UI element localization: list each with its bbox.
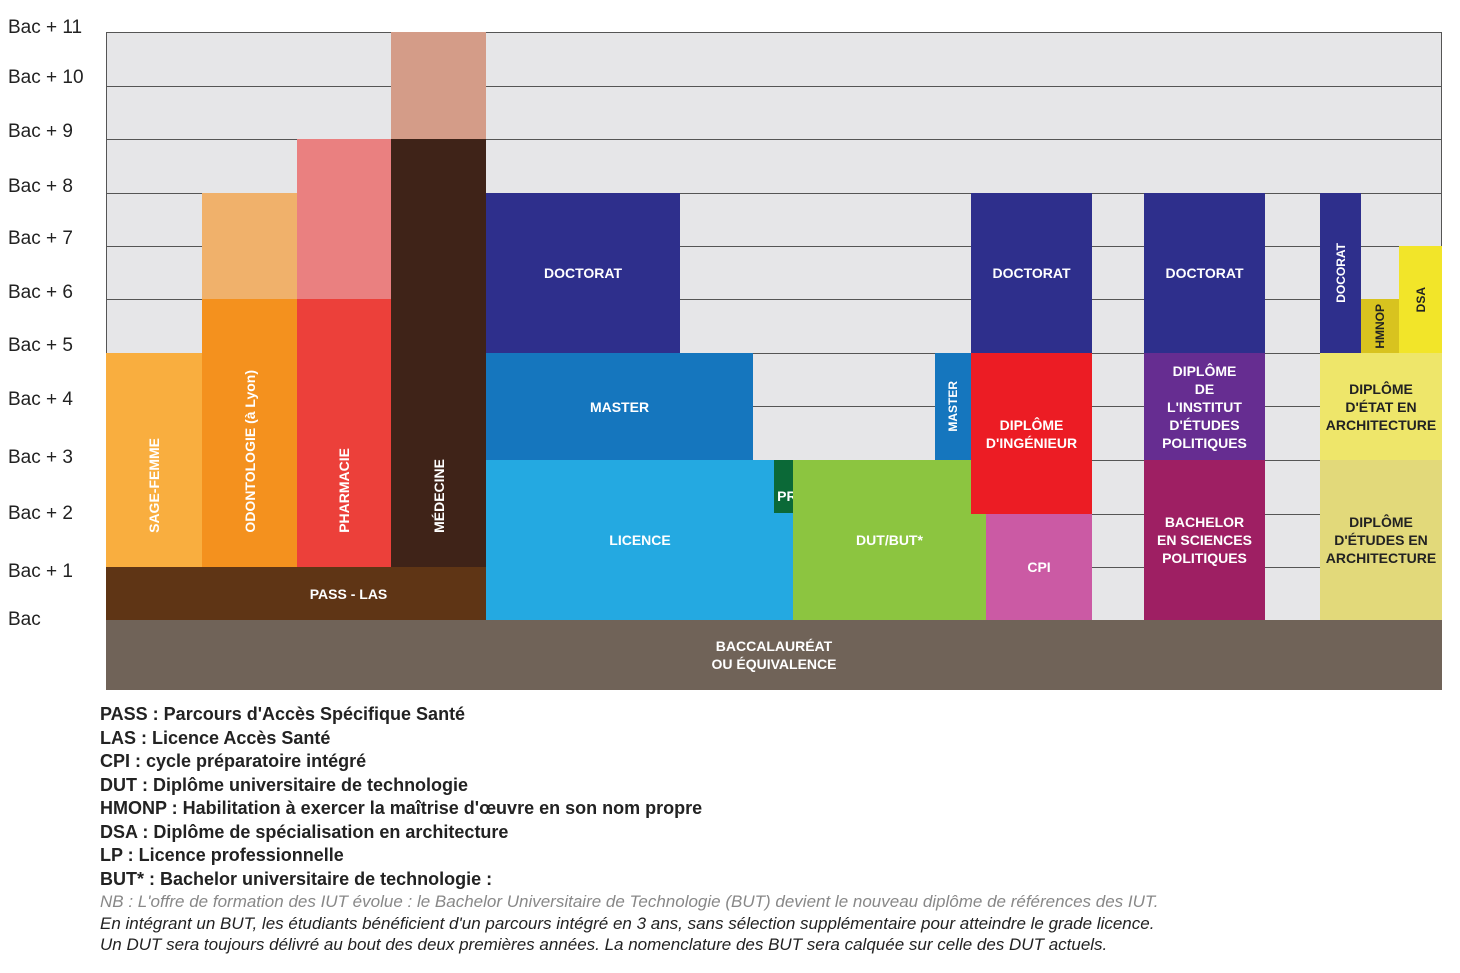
note-line: NB : L'offre de formation des IUT évolue… <box>100 892 1159 911</box>
block-label: ODONTOLOGIE (à Lyon) <box>241 370 258 533</box>
gridline-bac-6 <box>106 299 1442 300</box>
block-sage-femme: SAGE-FEMME <box>106 353 202 567</box>
block-label: DOCORAT <box>1333 243 1348 303</box>
block-pharmacie-a <box>297 139 391 299</box>
block-label: LICENCE <box>609 532 671 548</box>
level-label-11: Bac + 11 <box>8 17 83 38</box>
block-odontologie-a <box>202 193 297 299</box>
block-label: PHARMACIE <box>336 448 352 533</box>
block-label: HMNOP <box>1373 303 1387 349</box>
block-label: DUT/BUT* <box>856 532 923 548</box>
block-dea: DIPLÔME D'ÉTAT EN ARCHITECTURE <box>1320 353 1442 460</box>
block-medecine-a <box>391 32 486 139</box>
note-line: Un DUT sera toujours délivré au bout des… <box>100 935 1108 954</box>
gridline-bac-10 <box>106 86 1442 87</box>
block-master: MASTER <box>486 353 753 460</box>
block-diplome-ingenieur: DIPLÔME D'INGÉNIEUR <box>971 353 1092 514</box>
block-label: SAGE-FEMME <box>146 438 162 533</box>
block-doctorat-univ: DOCTORAT <box>486 193 680 353</box>
block-label: DIPLÔME D'INGÉNIEUR <box>985 416 1078 451</box>
legend-item-hmonp: HMONP : Habilitation à exercer la maîtri… <box>100 798 703 818</box>
level-label-5: Bac + 5 <box>8 335 73 356</box>
block-label: BACCALAURÉAT OU ÉQUIVALENCE <box>711 638 837 672</box>
gridline-bac-7 <box>106 246 1442 247</box>
block-label: MASTER <box>946 381 960 432</box>
gridline-bac-8 <box>106 193 1442 194</box>
block-label: DIPLÔME DE L'INSTITUT D'ÉTUDES POLITIQUE… <box>1162 362 1247 451</box>
block-label: PASS - LAS <box>309 585 388 602</box>
block-deea: DIPLÔME D'ÉTUDES EN ARCHITECTURE <box>1320 460 1442 620</box>
level-label-2: Bac + 2 <box>8 503 73 524</box>
legend-item-dut: DUT : Diplôme universitaire de technolog… <box>100 774 469 795</box>
block-master-vertical: MASTER <box>935 353 971 460</box>
legend-item-pass: PASS : Parcours d'Accès Spécifique Santé <box>100 704 466 724</box>
block-label: DIPLÔME D'ÉTUDES EN ARCHITECTURE <box>1325 514 1437 566</box>
block-dut-but: DUT/BUT* <box>793 460 986 620</box>
level-label-9: Bac + 9 <box>8 121 73 142</box>
level-label-4: Bac + 4 <box>8 389 73 410</box>
block-hmnop: HMNOP <box>1361 299 1399 353</box>
block-docorat-archi: DOCORAT <box>1320 193 1361 353</box>
legend-list: PASS : Parcours d'Accès Spécifique Santé… <box>100 703 1450 891</box>
block-baccalaureat: BACCALAURÉAT OU ÉQUIVALENCE <box>106 620 1442 690</box>
note-line: En intégrant un BUT, les étudiants bénéf… <box>100 913 1155 933</box>
block-label: MÉDECINE <box>430 459 447 533</box>
block-medecine: MÉDECINE <box>391 139 486 567</box>
level-label-8: Bac + 8 <box>8 176 73 197</box>
block-label: DSA <box>1413 286 1428 313</box>
gridline-bac-9 <box>106 139 1442 140</box>
block-label: BACHELOR EN SCIENCES POLITIQUES <box>1157 514 1252 566</box>
block-label: DOCTORAT <box>1165 265 1244 281</box>
block-dsa: DSA <box>1399 246 1442 353</box>
block-licence: LICENCE <box>486 460 794 620</box>
legend-item-dsa: DSA : Diplôme de spécialisation en archi… <box>100 821 509 842</box>
block-cpi: CPI <box>986 514 1092 620</box>
legend-item-but: BUT* : Bachelor universitaire de technol… <box>100 868 493 889</box>
block-label: DIPLÔME D'ÉTAT EN ARCHITECTURE <box>1325 380 1437 433</box>
gridline-bac-4 <box>106 406 1442 407</box>
legend-item-cpi: CPI : cycle préparatoire intégré <box>100 751 367 771</box>
block-odontologie: ODONTOLOGIE (à Lyon) <box>202 299 297 567</box>
block-label: MASTER <box>589 398 650 415</box>
block-label: DOCTORAT <box>543 265 623 281</box>
level-label-1: Bac + 1 <box>8 561 73 582</box>
block-label: DOCTORAT <box>992 265 1071 281</box>
legend: PASS : Parcours d'Accès Spécifique Santé… <box>100 703 1450 956</box>
block-pharmacie: PHARMACIE <box>297 299 391 567</box>
block-doctorat-ing: DOCTORAT <box>971 193 1092 353</box>
level-label-7: Bac + 7 <box>8 228 73 249</box>
block-bachelor-sp: BACHELOR EN SCIENCES POLITIQUES <box>1144 460 1265 620</box>
block-label: CPI <box>1027 559 1051 575</box>
legend-item-lp: LP : Licence professionnelle <box>100 845 344 865</box>
gridline-bac-5 <box>106 353 1442 354</box>
block-doctorat-iep: DOCTORAT <box>1144 193 1265 353</box>
level-label-6: Bac + 6 <box>8 282 73 303</box>
level-label-3: Bac + 3 <box>8 447 73 468</box>
level-label-0: Bac <box>8 609 41 630</box>
level-label-10: Bac + 10 <box>8 67 84 88</box>
block-diplome-iep: DIPLÔME DE L'INSTITUT D'ÉTUDES POLITIQUE… <box>1144 353 1265 460</box>
legend-item-las: LAS : Licence Accès Santé <box>100 727 331 748</box>
